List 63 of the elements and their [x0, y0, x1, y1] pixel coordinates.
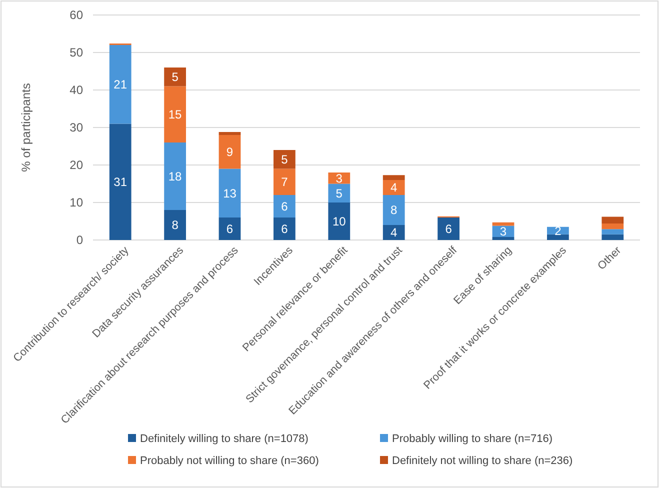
y-tick-label: 50: [70, 45, 84, 60]
data-label: 8: [172, 218, 179, 232]
bar: [438, 218, 460, 240]
bar: [602, 216, 624, 224]
bar: [382, 225, 405, 240]
data-label: 21: [114, 78, 128, 92]
bar: [382, 175, 405, 180]
y-tick-label: 20: [70, 158, 84, 172]
legend-label: Probably not willing to share (n=360): [140, 454, 319, 467]
bar: [492, 222, 514, 226]
bar: [164, 86, 186, 142]
data-label: 5: [281, 152, 288, 167]
data-label: 2: [554, 224, 562, 238]
bar: [218, 135, 241, 169]
data-label: 31: [114, 175, 128, 190]
bar: [274, 150, 296, 169]
data-label: 9: [226, 145, 234, 160]
data-label: 4: [390, 180, 398, 195]
bar: [492, 237, 514, 240]
legend-label: Definitely not willing to share (n=236): [392, 454, 573, 467]
bar: [602, 234, 624, 240]
data-label: 6: [226, 222, 234, 236]
data-label: 6: [281, 199, 288, 214]
bar: [164, 68, 186, 86]
bar: [274, 195, 296, 218]
data-label: 4: [390, 226, 398, 240]
bar: [547, 234, 569, 240]
y-tick-label: 30: [70, 120, 84, 134]
legend-label: Definitely willing to share (n=1078): [140, 432, 308, 445]
bar: [274, 218, 296, 240]
data-label: 18: [168, 169, 182, 184]
bar: [218, 218, 241, 240]
bar: [382, 195, 405, 225]
y-tick-label: 10: [70, 195, 84, 210]
data-label: 10: [332, 214, 346, 228]
data-label: 15: [168, 108, 182, 122]
bar: [218, 132, 241, 135]
data-label: 6: [281, 222, 288, 236]
y-axis-title: % of participants: [19, 83, 33, 172]
bar: [328, 184, 350, 202]
bar: [164, 210, 186, 240]
data-label: 3: [336, 171, 343, 186]
y-tick-label: 40: [70, 82, 84, 97]
bar: [382, 180, 405, 195]
data-label: 6: [445, 222, 452, 236]
data-label: 7: [281, 175, 288, 190]
bar: [109, 45, 132, 124]
data-label: 5: [336, 186, 343, 200]
legend-label: Probably willing to share (n=716): [392, 432, 553, 445]
y-tick-label: 0: [76, 232, 84, 247]
bar: [328, 172, 350, 184]
bar: [602, 229, 624, 234]
data-label: 5: [172, 70, 179, 84]
data-label: 3: [500, 224, 507, 239]
bar: [274, 168, 296, 195]
bar: [164, 142, 186, 210]
data-label: 13: [223, 186, 237, 200]
bar: [109, 124, 132, 240]
bar: [328, 202, 350, 240]
bar: [218, 168, 241, 218]
y-tick-label: 60: [70, 8, 84, 22]
bar: [602, 224, 624, 230]
data-label: 8: [390, 203, 398, 218]
